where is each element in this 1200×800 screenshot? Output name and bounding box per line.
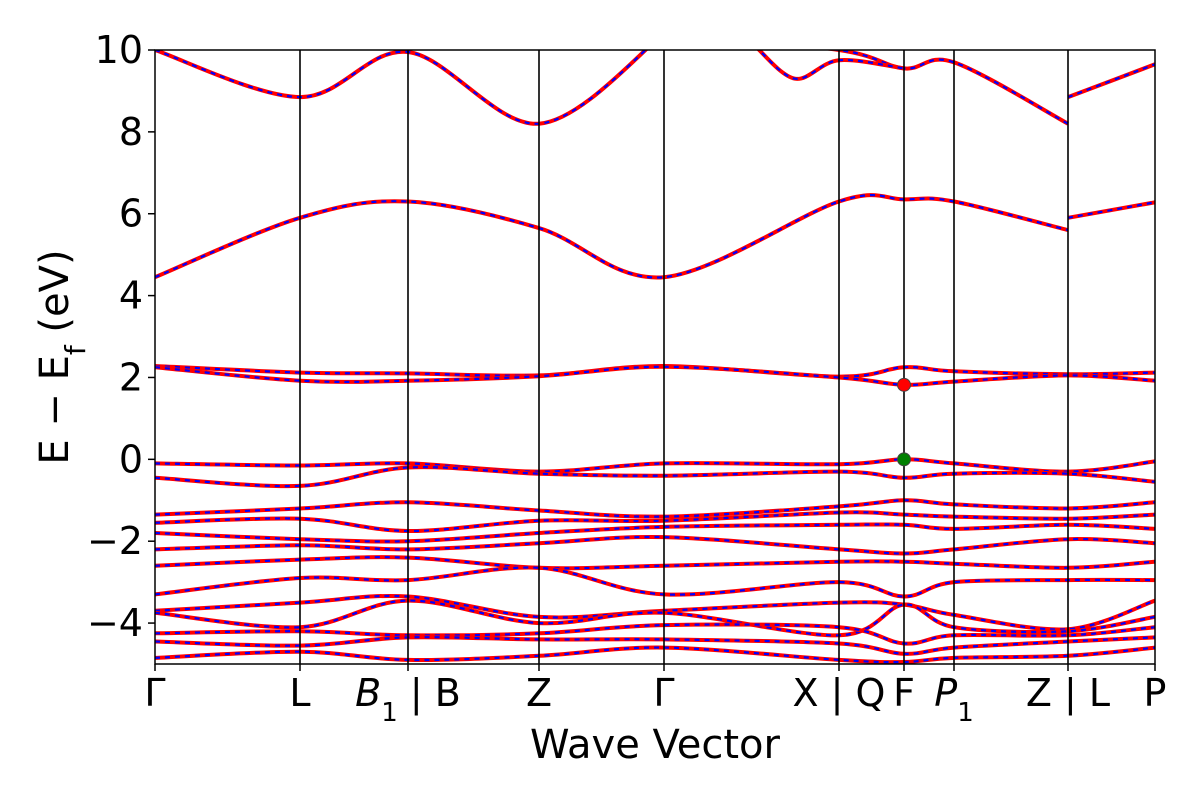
- band-line-overlay-12: [155, 523, 1155, 543]
- band-line-0: [155, 50, 649, 126]
- cbm-marker: [897, 377, 911, 392]
- band-line-overlay-16: [155, 594, 1155, 631]
- y-axis-title: E − Ef (eV): [32, 249, 92, 464]
- x-tick-label-2: B1 | B: [355, 671, 461, 728]
- extrema-markers: [897, 377, 911, 467]
- band-line-2: [756, 50, 905, 81]
- band-line-3: [1067, 62, 1155, 99]
- plot-frame: [154, 49, 1156, 665]
- y-tick-label-7: 10: [95, 28, 143, 72]
- x-tick-label-6: F: [893, 671, 915, 715]
- band-line-overlay-17: [155, 599, 1155, 637]
- y-tick-label-6: 8: [119, 110, 143, 154]
- band-line-8: [155, 457, 1155, 474]
- x-tick-label-0: Γ: [144, 671, 165, 715]
- band-line-4: [155, 193, 1069, 280]
- y-tick-label-4: 4: [119, 274, 143, 318]
- band-line-overlay-20: [155, 646, 1155, 664]
- band-line-overlay-13: [155, 535, 1155, 555]
- band-line-overlay-1: [830, 50, 1069, 125]
- band-line-1: [823, 50, 1069, 126]
- band-line-10: [155, 498, 1155, 519]
- x-tick-label-4: Γ: [653, 671, 674, 715]
- band-line-15: [155, 565, 1155, 599]
- x-tick-label-9: P: [1144, 671, 1167, 715]
- x-axis-ticks: Γ L B1 | B Z Γ X | Q F P1 Z | L P: [144, 664, 1166, 728]
- y-tick-label-3: 2: [119, 355, 143, 399]
- band-line-overlay-19: [155, 636, 1155, 655]
- y-tick-label-0: −4: [87, 601, 143, 645]
- y-axis-ticks: −4 −2 0 2 4 6 8 10: [87, 28, 155, 645]
- y-tick-label-2: 0: [119, 437, 143, 481]
- band-line-overlay-5: [1067, 201, 1155, 219]
- band-line-overlay-4: [155, 194, 1069, 279]
- y-tick-label-5: 6: [119, 192, 143, 236]
- x-axis-title: Wave Vector: [530, 722, 781, 768]
- high-symmetry-lines: [299, 50, 1069, 664]
- band-line-overlay-9: [155, 466, 1155, 488]
- band-line-overlay-7: [155, 365, 1155, 387]
- vbm-marker: [897, 452, 911, 467]
- band-line-overlay-14: [155, 556, 1155, 570]
- band-line-20: [155, 645, 1155, 664]
- band-line-overlay-8: [155, 458, 1155, 473]
- x-tick-label-3: Z: [526, 671, 552, 715]
- band-line-7: [155, 364, 1155, 387]
- x-tick-label-7: P1: [934, 671, 973, 728]
- band-line-overlay-11: [155, 511, 1155, 533]
- x-tick-label-1: L: [289, 671, 310, 715]
- band-lines: [155, 50, 1155, 664]
- x-tick-label-5: X | Q: [793, 671, 886, 716]
- band-line-overlay-10: [155, 499, 1155, 518]
- y-tick-label-1: −2: [87, 519, 143, 563]
- band-line-overlay-18: [155, 623, 1155, 645]
- band-line-overlay-15: [155, 566, 1155, 598]
- x-tick-label-8: Z | L: [1026, 671, 1110, 716]
